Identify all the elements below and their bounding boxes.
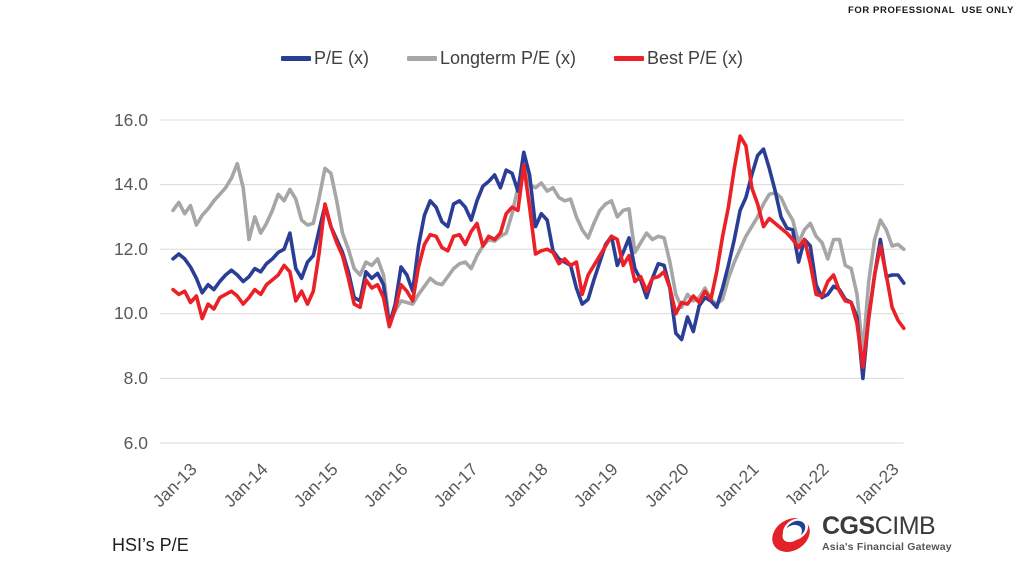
y-tick-label: 8.0 — [123, 367, 148, 388]
legend-swatch-best-pe — [614, 56, 645, 61]
series-line-longterm-p-e-x- — [171, 160, 906, 355]
legend-label-longterm-pe: Longterm P/E (x) — [439, 48, 577, 68]
y-tick-label: 6.0 — [123, 432, 148, 453]
y-tick-label: 12.0 — [113, 238, 148, 259]
series-line-p-e-x- — [171, 147, 906, 381]
series-line-best-p-e-x- — [171, 134, 906, 369]
logo-brand-regular: CIMB — [874, 512, 936, 540]
legend-swatch-pe — [280, 56, 311, 61]
legend-item-best-pe: Best P/E (x) — [614, 48, 743, 69]
legend-item-longterm-pe: Longterm P/E (x) — [406, 48, 577, 69]
disclaimer-text: FOR PROFESSIONAL USE ONLY — [847, 5, 1014, 16]
cgs-cimb-logo: CGSCIMB Asia's Financial Gateway — [768, 504, 956, 562]
legend-label-pe: P/E (x) — [313, 48, 369, 68]
legend-item-pe: P/E (x) — [280, 48, 369, 69]
logo-text-column: CGSCIMB Asia's Financial Gateway — [822, 513, 952, 553]
chart-caption: HSI’s P/E — [112, 535, 189, 555]
y-tick-label: 14.0 — [113, 174, 148, 195]
chart-legend: P/E (x) Longterm P/E (x) Best P/E (x) — [0, 48, 1024, 69]
legend-swatch-longterm-pe — [406, 56, 437, 61]
cgs-cimb-logo-mark-icon — [772, 518, 810, 552]
logo-brand-text: CGSCIMB — [822, 513, 952, 539]
logo-tagline: Asia's Financial Gateway — [822, 541, 952, 553]
logo-brand-bold: CGS — [822, 512, 875, 540]
y-tick-label: 10.0 — [113, 303, 148, 324]
legend-label-best-pe: Best P/E (x) — [647, 48, 744, 68]
y-tick-label: 16.0 — [113, 109, 148, 130]
